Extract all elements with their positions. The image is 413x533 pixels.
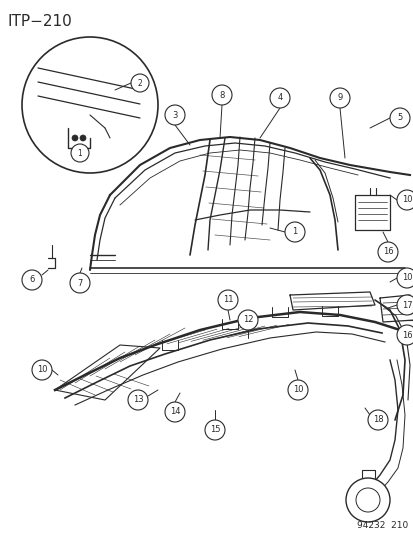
Circle shape — [165, 402, 185, 422]
Text: 16: 16 — [382, 247, 392, 256]
Circle shape — [71, 144, 89, 162]
Circle shape — [329, 88, 349, 108]
Text: 12: 12 — [242, 316, 253, 325]
Circle shape — [396, 325, 413, 345]
Text: 11: 11 — [222, 295, 233, 304]
Text: 1: 1 — [292, 228, 297, 237]
Circle shape — [218, 290, 237, 310]
Circle shape — [396, 295, 413, 315]
Text: 18: 18 — [372, 416, 382, 424]
Circle shape — [22, 270, 42, 290]
Text: 10: 10 — [292, 385, 302, 394]
Text: 9: 9 — [337, 93, 342, 102]
Text: 8: 8 — [219, 91, 224, 100]
Circle shape — [396, 268, 413, 288]
Text: 17: 17 — [401, 301, 411, 310]
Circle shape — [396, 190, 413, 210]
Text: 1: 1 — [78, 149, 82, 157]
Text: 16: 16 — [401, 330, 411, 340]
Circle shape — [70, 273, 90, 293]
Text: 7: 7 — [77, 279, 83, 287]
Text: 10: 10 — [37, 366, 47, 375]
Text: 2: 2 — [137, 78, 142, 87]
Circle shape — [22, 37, 158, 173]
Circle shape — [211, 85, 231, 105]
Text: 10: 10 — [401, 196, 411, 205]
Circle shape — [389, 108, 409, 128]
Text: 94232  210: 94232 210 — [356, 521, 407, 530]
Text: 4: 4 — [277, 93, 282, 102]
Text: 3: 3 — [172, 110, 177, 119]
Circle shape — [128, 390, 147, 410]
Circle shape — [287, 380, 307, 400]
Circle shape — [345, 478, 389, 522]
Text: 15: 15 — [209, 425, 220, 434]
Text: 5: 5 — [396, 114, 402, 123]
Circle shape — [165, 105, 185, 125]
Circle shape — [80, 135, 86, 141]
Circle shape — [204, 420, 224, 440]
Text: 13: 13 — [133, 395, 143, 405]
Circle shape — [237, 310, 257, 330]
Circle shape — [377, 242, 397, 262]
Circle shape — [131, 74, 149, 92]
Circle shape — [72, 135, 78, 141]
Text: 6: 6 — [29, 276, 35, 285]
Circle shape — [269, 88, 289, 108]
Text: 14: 14 — [169, 408, 180, 416]
Circle shape — [367, 410, 387, 430]
Text: 10: 10 — [401, 273, 411, 282]
Circle shape — [32, 360, 52, 380]
Text: ITP−210: ITP−210 — [8, 14, 73, 29]
Circle shape — [284, 222, 304, 242]
